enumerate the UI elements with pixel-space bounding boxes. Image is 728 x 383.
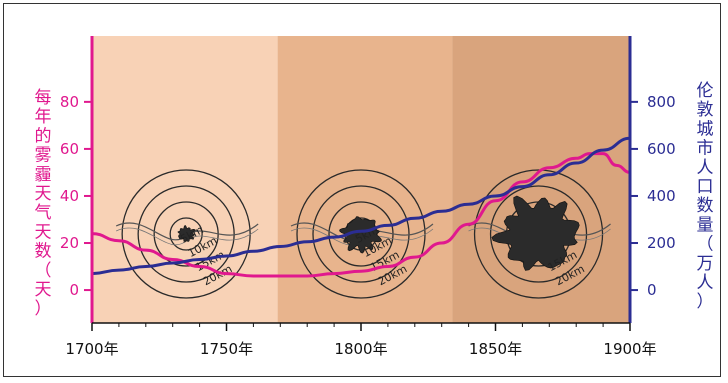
left-tick-label: 80 [60,93,79,111]
city-ring-4 [121,169,251,299]
left-axis-title-char: 霾 [35,165,52,185]
right-tick-label: 800 [647,93,676,111]
right-axis-title-char: 伦 [697,81,714,101]
x-tick-label: 1800年 [334,340,387,358]
city-area [177,225,196,242]
left-axis-title-char: 数 [35,242,52,262]
right-axis-title-char: （ [697,235,714,255]
left-axis-title-char: 每 [35,88,52,108]
left-tick-label: 0 [69,281,79,299]
x-tick-label: 1750年 [200,340,253,358]
period-band-1 [92,36,278,323]
left-axis-title-char: 年 [35,107,52,127]
period-bands [92,36,630,323]
period-band-3 [452,36,630,323]
left-axis-title-char: 天 [35,280,52,300]
right-axis-title-char: 人 [697,273,714,293]
right-tick-label: 600 [647,140,676,158]
left-tick-label: 20 [60,234,79,252]
right-axis-title-char: 人 [697,158,714,178]
right-axis-title-char: 量 [697,215,714,235]
right-axis-title-char: 万 [697,254,714,274]
left-axis-title-char: 天 [35,222,52,242]
series-lines [92,136,630,278]
series-line-1 [92,152,630,278]
left-axis-title-char: ） [35,299,52,319]
right-tick-label: 200 [647,234,676,252]
x-tick-label: 1850年 [469,340,522,358]
city-ring-3 [312,185,410,283]
right-axis-title-char: 敦 [697,100,714,120]
left-axis-title-char: 雾 [35,146,52,166]
city-ring-4 [296,169,426,299]
city-ring-3 [137,185,235,283]
right-axis-title-char: 数 [697,196,714,216]
right-axis-title-char: 市 [697,139,714,159]
city-ring-4 [473,169,604,299]
x-tick-label: 1900年 [603,340,656,358]
city-ring-3 [489,185,588,283]
left-tick-label: 60 [60,140,79,158]
left-axis-title-char: 天 [35,184,52,204]
city-area [491,195,580,271]
left-axis-title-char: 的 [35,126,52,146]
period-band-2 [277,36,453,323]
right-tick-label: 0 [647,281,657,299]
right-axis-title-char: 城 [697,119,714,139]
x-tick-label: 1700年 [65,340,118,358]
city-ring-1 [169,217,203,251]
left-axis-title-char: （ [35,261,52,281]
left-axis-title-char: 气 [35,203,52,223]
left-tick-label: 40 [60,187,79,205]
series-line-2 [92,136,630,276]
river-line [115,227,259,246]
right-tick-label: 400 [647,187,676,205]
right-axis-title-char: ） [697,292,714,312]
right-axis-title-char: 口 [697,177,714,197]
